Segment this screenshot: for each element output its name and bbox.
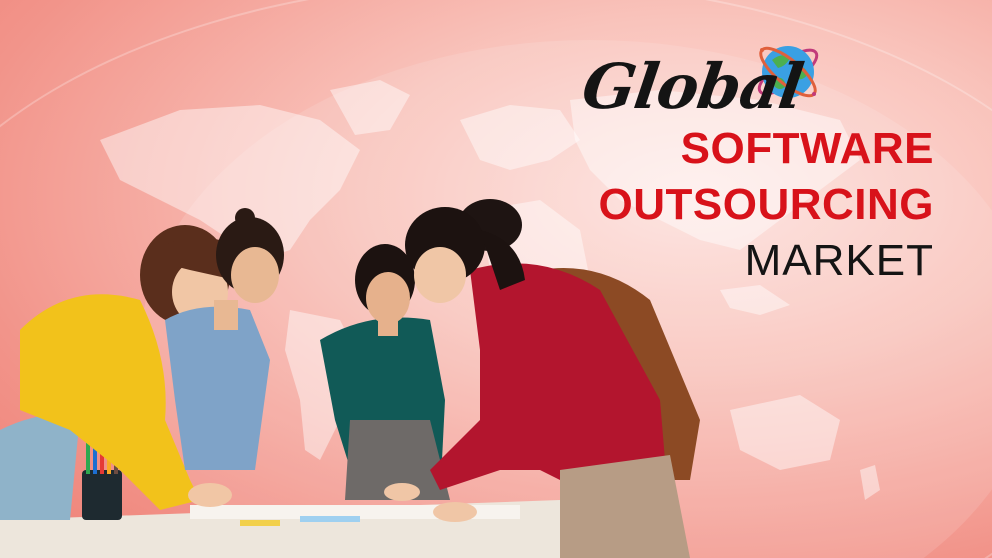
map-asia — [570, 90, 860, 250]
map-europe — [460, 105, 580, 170]
map-greenland — [330, 80, 410, 135]
person-green-top — [320, 244, 450, 500]
person-denim-shirt — [165, 208, 284, 470]
map-se-asia — [720, 285, 790, 315]
title-line-market: MARKET — [744, 236, 934, 285]
map-new-zealand — [860, 465, 880, 500]
title-line-outsourcing: OUTSOURCING — [598, 180, 934, 229]
title-line-software: SOFTWARE — [680, 124, 934, 173]
title-script-word: Global — [577, 50, 808, 123]
person-yellow-jacket — [0, 225, 235, 520]
person-red-cardigan — [384, 207, 690, 558]
map-north-america — [100, 105, 360, 260]
globe-icon — [757, 46, 819, 98]
map-australia — [730, 395, 840, 470]
